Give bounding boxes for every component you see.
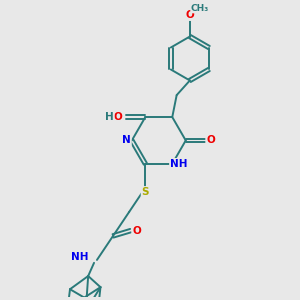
Text: O: O bbox=[185, 10, 194, 20]
Text: O: O bbox=[114, 112, 122, 122]
Text: O: O bbox=[132, 226, 141, 236]
Text: N: N bbox=[122, 136, 131, 146]
Text: S: S bbox=[142, 187, 149, 197]
Text: CH₃: CH₃ bbox=[191, 4, 209, 13]
Text: H: H bbox=[105, 112, 114, 122]
Text: O: O bbox=[206, 136, 215, 146]
Text: NH: NH bbox=[170, 159, 188, 169]
Text: NH: NH bbox=[71, 252, 89, 262]
